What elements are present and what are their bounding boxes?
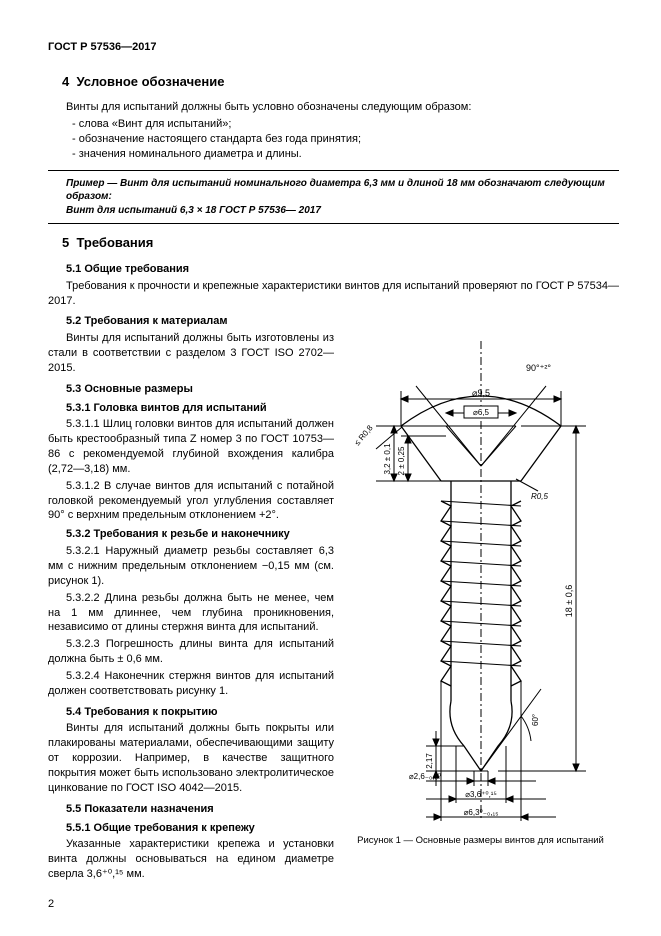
- section-4-heading: 4 Условное обозначение: [62, 73, 619, 91]
- sec4-title: Условное обозначение: [76, 74, 224, 89]
- lbl-r08: ≤ R0,8: [352, 423, 374, 447]
- s5312: 5.3.1.2 В случае винтов для испытаний с …: [48, 479, 334, 524]
- figure-caption: Рисунок 1 — Основные размеры винтов для …: [342, 835, 619, 848]
- s551-para: Указанные характеристики крепежа и устан…: [48, 837, 334, 882]
- lbl-h2: 2 ± 0,25: [397, 446, 406, 475]
- s52-heading: 5.2 Требования к материалам: [66, 314, 619, 329]
- doc-id: ГОСТ Р 57536—2017: [48, 40, 619, 55]
- right-column: 90°⁺²° ⌀6,5 ⌀9,5 ≤ R0,8 R0,5 3,2 ± 0,1 2…: [342, 331, 619, 848]
- s5311: 5.3.1.1 Шлиц головки винтов для испытани…: [48, 417, 334, 476]
- s5322: 5.3.2.2 Длина резьбы должна быть не мене…: [48, 591, 334, 636]
- left-column: Винты для испытаний должны быть изготовл…: [48, 331, 334, 884]
- example-lead: Пример — Винт для испытаний номинального…: [66, 177, 619, 204]
- s5321: 5.3.2.1 Наружный диаметр резьбы составля…: [48, 544, 334, 589]
- lbl-r05: R0,5: [531, 492, 548, 501]
- sec4-list: слова «Винт для испытаний»; обозначение …: [72, 117, 619, 162]
- screw-diagram: 90°⁺²° ⌀6,5 ⌀9,5 ≤ R0,8 R0,5 3,2 ± 0,1 2…: [346, 331, 616, 831]
- page: ГОСТ Р 57536—2017 4 Условное обозначение…: [0, 0, 661, 936]
- s53-heading: 5.3 Основные размеры: [66, 382, 334, 397]
- s55-heading: 5.5 Показатели назначения: [66, 802, 334, 817]
- lbl-d36: ⌀3,6⁺⁰,¹⁵: [465, 790, 497, 799]
- s5324: 5.3.2.4 Наконечник стержня винтов для ис…: [48, 669, 334, 699]
- sec5-title: Требования: [76, 235, 153, 250]
- s52-para: Винты для испытаний должны быть изготовл…: [48, 331, 334, 376]
- sec4-num: 4: [62, 74, 69, 89]
- example-block: Пример — Винт для испытаний номинального…: [48, 170, 619, 225]
- lbl-h217: 2,17: [425, 753, 434, 769]
- lbl-d26: ⌀2,6₋₀,₆⁰: [408, 772, 440, 781]
- s54-heading: 5.4 Требования к покрытию: [66, 705, 334, 720]
- two-column-region: Винты для испытаний должны быть изготовл…: [48, 331, 619, 884]
- section-5-heading: 5 Требования: [62, 234, 619, 252]
- s551-heading: 5.5.1 Общие требования к крепежу: [66, 821, 334, 836]
- lbl-ang60: 60°: [531, 714, 540, 726]
- list-item: слова «Винт для испытаний»;: [72, 117, 619, 132]
- lbl-d-box: ⌀6,5: [473, 408, 489, 417]
- list-item: обозначение настоящего стандарта без год…: [72, 132, 619, 147]
- s5323: 5.3.2.3 Погрешность длины винта для испы…: [48, 637, 334, 667]
- lbl-d63: ⌀6,3⁰₋₀,₁₅: [463, 808, 498, 817]
- lbl-len18: 18 ± 0,6: [564, 585, 574, 617]
- s531-heading: 5.3.1 Головка винтов для испытаний: [66, 401, 334, 416]
- s54-para: Винты для испытаний должны быть покрыты …: [48, 721, 334, 795]
- lbl-angle-head: 90°⁺²°: [526, 363, 551, 373]
- s51-heading: 5.1 Общие требования: [66, 262, 619, 277]
- page-number: 2: [48, 897, 54, 912]
- sec4-intro: Винты для испытаний должны быть условно …: [48, 100, 619, 115]
- lbl-h32: 3,2 ± 0,1: [383, 443, 392, 475]
- s51-para: Требования к прочности и крепежные харак…: [48, 279, 619, 309]
- list-item: значения номинального диаметра и длины.: [72, 147, 619, 162]
- sec5-num: 5: [62, 235, 69, 250]
- lbl-d-head: ⌀9,5: [472, 388, 490, 398]
- example-line: Винт для испытаний 6,3 × 18 ГОСТ Р 57536…: [66, 204, 619, 218]
- s532-heading: 5.3.2 Требования к резьбе и наконечнику: [66, 527, 334, 542]
